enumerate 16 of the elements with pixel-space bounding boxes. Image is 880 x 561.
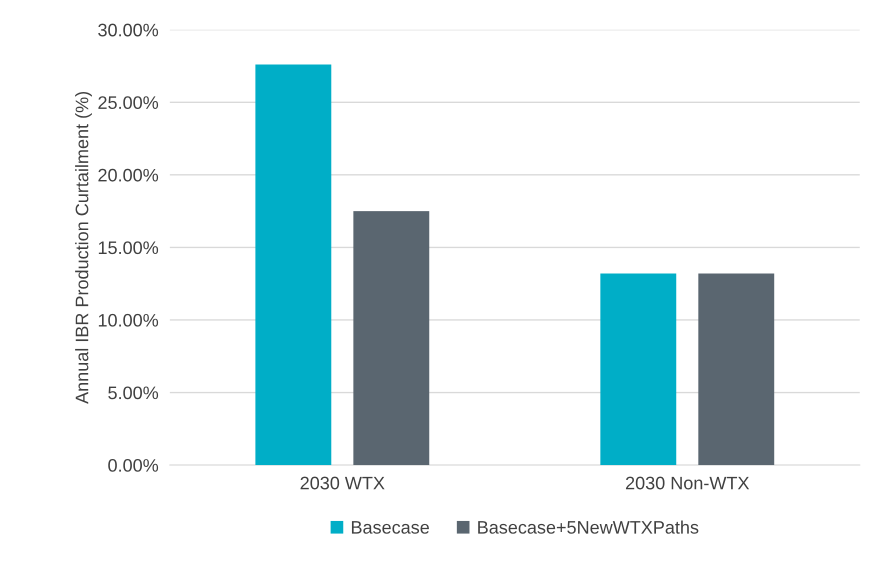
bar [698,274,774,466]
bar [255,64,332,466]
y-tick-label: 30.00% [98,24,158,36]
y-tick-label: 5.00% [108,386,158,400]
y-axis-title: Annual IBR Production Curtailment (%) [75,92,92,404]
y-tick-label: 10.00% [98,314,158,327]
y-tick-label: 0.00% [108,459,158,472]
y-tick-label: 25.00% [98,96,158,110]
bar [353,211,430,466]
x-tick-label: 2030 Non-WTX [626,476,750,490]
x-tick-label: 2030 WTX [300,476,385,490]
legend-label: Basecase [352,521,429,534]
y-tick-label: 20.00% [98,168,158,182]
bar [600,274,676,466]
legend-label: Basecase+5NewWTXPaths [478,520,698,534]
y-tick-label: 15.00% [98,241,158,254]
